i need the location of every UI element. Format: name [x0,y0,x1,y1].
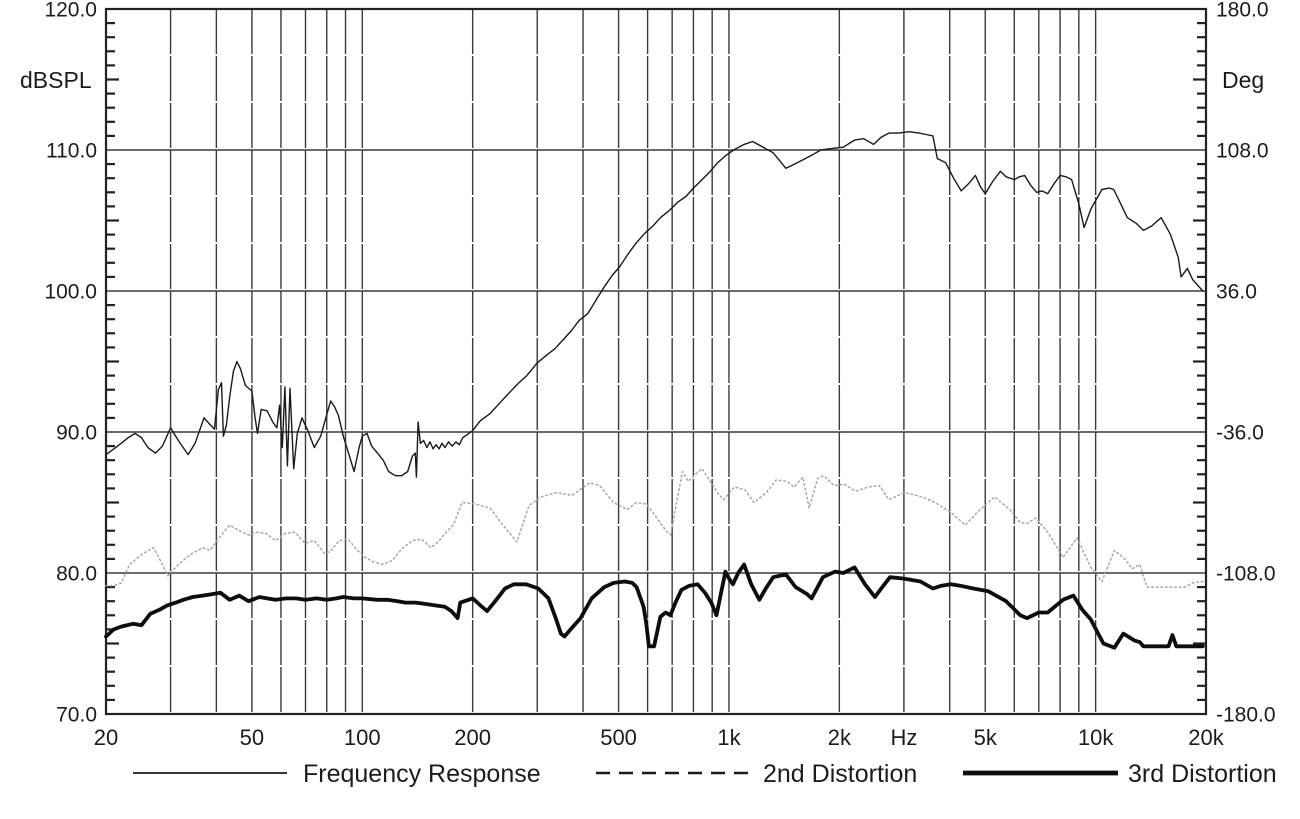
y-left-axis-unit-label: dBSPL [20,67,92,93]
x-tick-label-20k: 20k [1188,725,1224,750]
y-right-tick-label-36.0: 36.0 [1216,281,1257,304]
legend-item-3rd-distortion: 3rd Distortion [963,760,1277,788]
x-tick-label-10k: 10k [1078,725,1114,750]
y-right-axis-unit-label: Deg [1222,67,1264,93]
series-2nd-distortion-curve [105,467,1204,588]
y-right-tick-label-108.0: 108.0 [1216,140,1269,163]
legend: Frequency Response 2nd Distortion 3rd Di… [133,760,1277,788]
x-tick-label-100: 100 [344,725,381,750]
series-frequency-response-curve [105,130,1204,478]
legend-label-frequency-response: Frequency Response [303,760,541,788]
data-series [104,130,1205,650]
axis-minor-ticks [107,22,1205,702]
x-tick-label-500: 500 [600,725,637,750]
x-tick-label-20: 20 [94,725,118,750]
series-3rd-distortion-curve [104,562,1205,650]
y-right-tick-label--180.0: -180.0 [1216,704,1276,727]
axis-tick-labels: 120.0 110.0 100.0 90.0 80.0 70.0 180.0 108.0 36.… [44,0,1275,750]
x-axis-unit-label: Hz [890,725,917,750]
legend-item-2nd-distortion: 2nd Distortion [596,760,917,788]
plot-frame [104,7,1208,716]
y-left-tick-label-70.0: 70.0 [56,704,97,727]
x-tick-label-200: 200 [454,725,491,750]
y-left-tick-label-110.0: 110.0 [46,140,97,163]
y-left-tick-label-120.0: 120.0 [44,0,97,22]
y-left-tick-label-90.0: 90.0 [56,422,97,445]
y-right-tick-label-180.0: 180.0 [1216,0,1269,22]
legend-label-2nd-distortion: 2nd Distortion [763,760,917,788]
x-tick-label-2k: 2k [828,725,852,750]
y-left-tick-label-80.0: 80.0 [56,563,97,586]
grid-lines [106,9,1206,714]
x-tick-label-50: 50 [240,725,264,750]
y-left-tick-label-100.0: 100.0 [44,281,97,304]
x-tick-label-1k: 1k [717,725,741,750]
legend-label-3rd-distortion: 3rd Distortion [1128,760,1277,788]
y-right-tick-label--36.0: -36.0 [1216,422,1264,445]
y-right-tick-label--108.0: -108.0 [1216,563,1276,586]
legend-item-frequency-response: Frequency Response [133,760,541,788]
x-tick-label-5k: 5k [974,725,998,750]
